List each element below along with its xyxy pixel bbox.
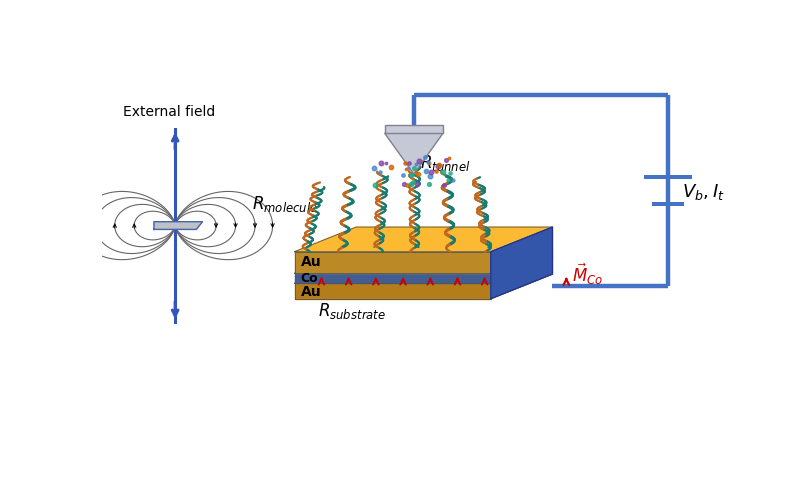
Polygon shape <box>491 258 553 298</box>
Polygon shape <box>294 274 491 283</box>
Text: Co: Co <box>301 272 318 285</box>
Polygon shape <box>491 227 553 298</box>
Polygon shape <box>294 227 553 252</box>
Text: External field: External field <box>122 105 215 119</box>
Polygon shape <box>294 248 553 274</box>
Polygon shape <box>491 248 553 284</box>
Text: $R_{molecule}$: $R_{molecule}$ <box>252 194 318 214</box>
Text: $R_{substrate}$: $R_{substrate}$ <box>318 300 386 320</box>
Polygon shape <box>491 227 553 274</box>
Polygon shape <box>294 284 491 298</box>
Polygon shape <box>294 252 491 274</box>
Text: $V_b,I_t$: $V_b,I_t$ <box>682 182 725 202</box>
Text: Au: Au <box>301 254 322 268</box>
Polygon shape <box>154 222 202 230</box>
Text: Au: Au <box>301 284 322 298</box>
Text: $\vec{M}_{Co}$: $\vec{M}_{Co}$ <box>573 262 604 287</box>
Bar <box>385 126 443 133</box>
Text: $R_{tunnel}$: $R_{tunnel}$ <box>420 153 470 173</box>
Polygon shape <box>385 133 443 174</box>
Polygon shape <box>294 258 553 283</box>
